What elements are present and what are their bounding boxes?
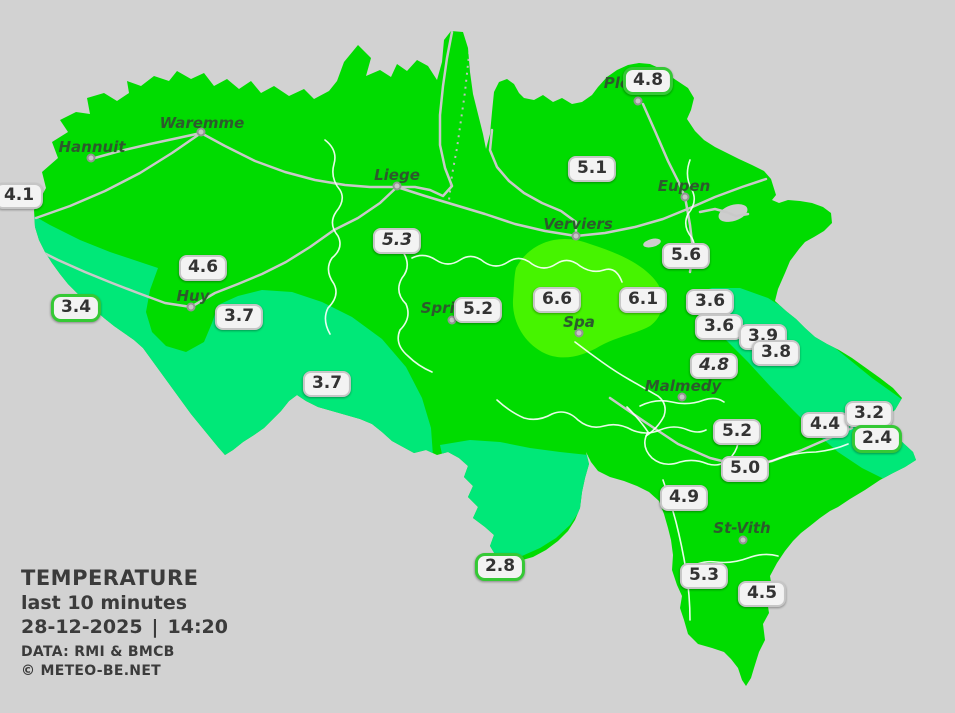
temperature-badge[interactable]: 3.7 xyxy=(302,371,352,397)
temperature-badge[interactable]: 6.6 xyxy=(532,287,582,313)
road-line xyxy=(36,185,399,309)
municipal-border-line xyxy=(397,251,433,373)
road-line xyxy=(698,207,750,218)
city-label: Huy xyxy=(176,287,210,305)
city-dot xyxy=(392,181,402,191)
temperature-badge[interactable]: 4.8 xyxy=(622,67,674,95)
datetime-separator: | xyxy=(151,616,159,638)
temperature-badge[interactable]: 2.4 xyxy=(851,425,903,453)
temperature-badge[interactable]: 3.7 xyxy=(214,304,264,330)
temperature-badge[interactable]: 4.8 xyxy=(689,353,739,379)
road-line xyxy=(89,131,203,161)
municipal-border-line xyxy=(411,254,623,283)
temperature-badge[interactable]: 5.1 xyxy=(567,156,617,182)
temperature-badge[interactable]: 3.6 xyxy=(694,314,744,340)
province-shape xyxy=(34,31,916,686)
temperature-badge[interactable]: 4.1 xyxy=(0,183,44,209)
city-dot xyxy=(186,302,196,312)
copyright: © METEO-BE.NET xyxy=(21,663,162,679)
city-label: St-Vith xyxy=(713,519,771,537)
region-mint-southwest xyxy=(440,440,592,560)
temperature-badge[interactable]: 4.4 xyxy=(800,412,850,438)
lake xyxy=(718,204,748,222)
city-dot xyxy=(86,153,96,163)
title-block: TEMPERATURE last 10 minutes 28-12-2025 | 1… xyxy=(21,566,228,681)
city-dot xyxy=(633,96,643,106)
temperature-badge[interactable]: 3.4 xyxy=(50,294,102,322)
temperature-badge[interactable]: 5.6 xyxy=(661,243,711,269)
city-label: Liege xyxy=(374,166,420,184)
temperature-badge[interactable]: 3.8 xyxy=(751,340,801,366)
lake xyxy=(643,238,661,248)
city-label: Waremme xyxy=(159,114,245,132)
temperature-badge[interactable]: 2.8 xyxy=(474,553,526,581)
temperature-badge[interactable]: 5.3 xyxy=(679,563,729,589)
temperature-badge[interactable]: 4.9 xyxy=(659,485,709,511)
city-dot xyxy=(680,192,690,202)
temperature-badge[interactable]: 5.2 xyxy=(453,297,503,323)
temperature-badge[interactable]: 5.0 xyxy=(720,456,770,482)
data-source: DATA: RMI & BMCB xyxy=(21,644,175,660)
city-label: Hannuit xyxy=(58,138,126,156)
municipal-border-line xyxy=(574,341,666,437)
road-line xyxy=(488,128,578,238)
temperature-badge[interactable]: 5.3 xyxy=(372,228,422,254)
temperature-badge[interactable]: 5.2 xyxy=(712,419,762,445)
map-subtitle: last 10 minutes xyxy=(21,592,188,614)
temperature-badge[interactable]: 6.1 xyxy=(618,287,668,313)
road-line xyxy=(34,131,399,220)
map-title: TEMPERATURE xyxy=(21,566,199,590)
region-warm-spa xyxy=(512,238,663,358)
city-label: Malmedy xyxy=(644,377,722,395)
temperature-badge[interactable]: 4.6 xyxy=(178,255,228,281)
road-line xyxy=(395,31,454,198)
city-dot xyxy=(677,392,687,402)
map-datetime: 28-12-2025 | 14:20 xyxy=(21,615,228,639)
city-label: Eupen xyxy=(657,177,711,195)
city-label: Verviers xyxy=(543,215,613,233)
city-dot xyxy=(571,231,581,241)
temperature-badge[interactable]: 3.6 xyxy=(685,289,735,315)
city-label: Spa xyxy=(563,313,595,331)
road-line xyxy=(395,177,768,238)
temperature-badge[interactable]: 4.5 xyxy=(737,581,787,607)
temperature-badge[interactable]: 3.2 xyxy=(844,401,894,427)
map-time: 14:20 xyxy=(167,616,228,638)
city-dot xyxy=(196,127,206,137)
city-dot xyxy=(738,535,748,545)
municipal-border-line xyxy=(496,399,707,434)
municipal-border-line xyxy=(639,397,725,407)
map-date: 28-12-2025 xyxy=(21,616,143,638)
city-dot xyxy=(574,328,584,338)
municipal-border-line xyxy=(324,139,344,335)
